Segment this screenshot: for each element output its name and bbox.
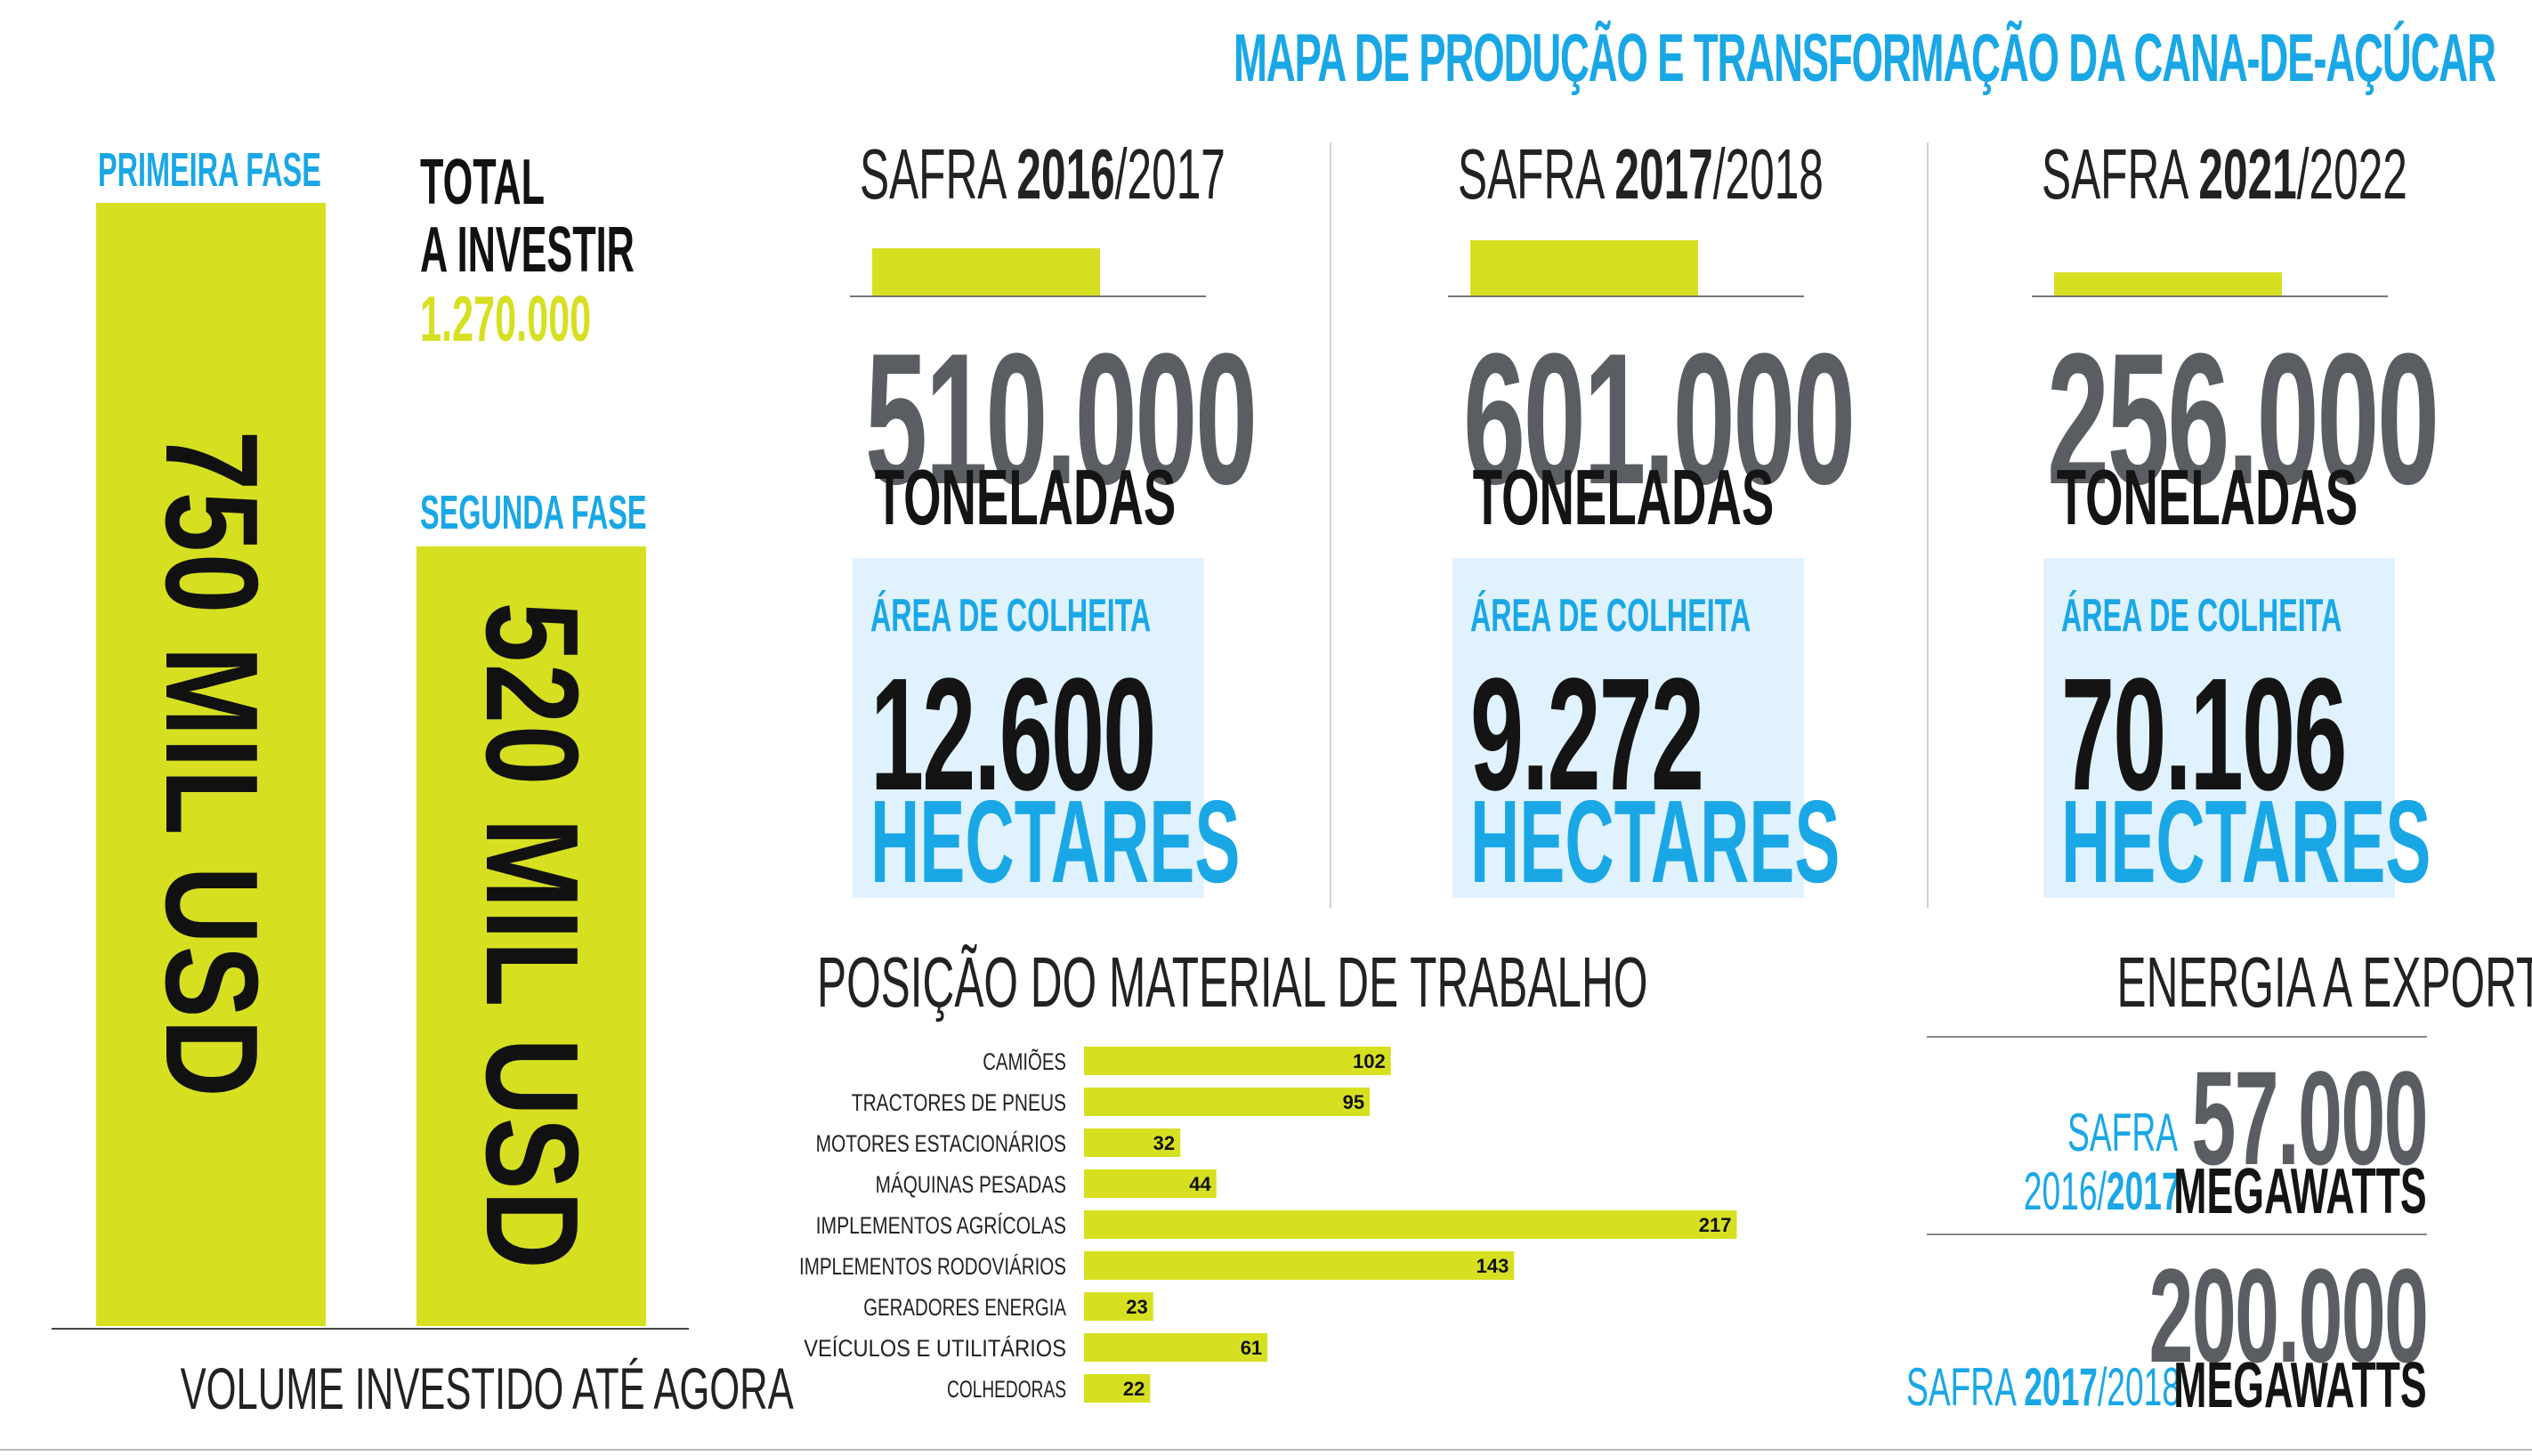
bar [1084, 1210, 1737, 1239]
energy-2016-unit: MEGAWATTS [2173, 1156, 2427, 1227]
category-label: TRACTORES DE PNEUS [852, 1089, 1066, 1116]
bar [1084, 1088, 1371, 1116]
phase1-bar: 750 MIL USD [96, 203, 326, 1326]
harvest-area-unit: HECTARES [1470, 776, 1840, 907]
data-label: 32 [1153, 1132, 1175, 1154]
harvest-area-box: ÁREA DE COLHEITA 70.106 HECTARES [2043, 558, 2431, 907]
energy-divider-1 [1927, 1036, 2427, 1038]
tonnes-axis [2032, 295, 2388, 297]
tonnes-unit: TONELADAS [2056, 453, 2358, 541]
category-label: GERADORES ENERGIA [863, 1294, 1066, 1321]
data-label: 217 [1699, 1214, 1732, 1236]
phase2-label: SEGUNDA FASE [420, 486, 647, 539]
tonnes-axis [1448, 295, 1804, 297]
separator-1 [1330, 142, 1331, 908]
safra-title: SAFRA 2016/2017 [860, 134, 1226, 214]
safra-title: SAFRA 2021/2022 [2042, 134, 2407, 214]
separator-2 [1927, 142, 1929, 908]
data-label: 23 [1126, 1296, 1147, 1318]
category-label: MOTORES ESTACIONÁRIOS [816, 1130, 1066, 1157]
harvest-area-value: 70.106 [2061, 645, 2347, 824]
harvest-area-value: 12.600 [870, 645, 1156, 824]
energy-2016-safra-label: SAFRA [2067, 1103, 2178, 1162]
energy-divider-2 [1927, 1234, 2427, 1235]
bar [1084, 1292, 1153, 1321]
bar [1084, 1047, 1391, 1075]
harvest-area-box: ÁREA DE COLHEITA 9.272 HECTARES [1452, 558, 1840, 907]
tonnes-unit: TONELADAS [874, 453, 1177, 541]
data-label: 44 [1189, 1173, 1211, 1195]
total-label-line2: A INVESTIR [420, 214, 635, 286]
energy-title: ENERGIA A EXPORTAR [2116, 942, 2532, 1022]
category-label: COLHEDORAS [947, 1376, 1066, 1403]
bar [1084, 1169, 1217, 1198]
category-label: IMPLEMENTOS RODOVIÁRIOS [799, 1253, 1066, 1280]
harvest-area-label: ÁREA DE COLHEITA [1470, 590, 1751, 642]
harvest-area-unit: HECTARES [870, 776, 1241, 907]
energy-2017-value: 200.000 [2148, 1241, 2429, 1390]
category-label: MÁQUINAS PESADAS [876, 1171, 1066, 1198]
harvest-area-box: ÁREA DE COLHEITA 12.600 HECTARES [853, 558, 1240, 907]
safra-column-2021: SAFRA 2021/2022 256.000 TONELADAS ÁREA D… [1940, 125, 2474, 908]
data-label: 61 [1241, 1337, 1262, 1359]
total-value: 1.270.000 [420, 284, 592, 355]
total-label-line1: TOTAL [420, 147, 545, 218]
category-label: VEÍCULOS E UTILITÁRIOS [804, 1335, 1066, 1362]
bar [1084, 1128, 1181, 1157]
energy-2017-unit: MEGAWATTS [2173, 1350, 2427, 1421]
category-label: IMPLEMENTOS AGRÍCOLAS [816, 1212, 1066, 1239]
tonnes-unit: TONELADAS [1472, 453, 1775, 541]
chart-title: POSIÇÃO DO MATERIAL DE TRABALHO [817, 942, 1648, 1022]
energy-2016-value: 57.000 [2191, 1043, 2429, 1193]
bar [1084, 1251, 1515, 1280]
bar [1084, 1374, 1151, 1403]
safra-column-2016: SAFRA 2016/2017 510.000 TONELADAS ÁREA D… [758, 125, 1292, 908]
data-label: 95 [1343, 1091, 1364, 1113]
harvest-area-label: ÁREA DE COLHEITA [870, 590, 1152, 642]
data-label: 143 [1476, 1255, 1509, 1277]
page-bottom-rule [0, 1449, 2532, 1451]
tonnes-bar [1470, 240, 1698, 295]
bar [1084, 1333, 1268, 1362]
tonnes-bar [872, 248, 1100, 295]
data-label: 22 [1123, 1378, 1145, 1400]
harvest-area-value: 9.272 [1470, 645, 1704, 824]
energy-2016-safra-years: 2016/2017 [2024, 1161, 2180, 1221]
harvest-area-label: ÁREA DE COLHEITA [2061, 590, 2342, 642]
investment-baseline [52, 1328, 689, 1330]
safra-column-2017: SAFRA 2017/2018 601.000 TONELADAS ÁREA D… [1356, 125, 1890, 908]
category-label: CAMIÕES [983, 1048, 1066, 1075]
tonnes-bar [2054, 272, 2282, 295]
energy-2017-safra-label: SAFRA 2017/2018 [1905, 1357, 2180, 1417]
safra-title: SAFRA 2017/2018 [1458, 134, 1824, 214]
phase2-bar: 520 MIL USD [417, 546, 646, 1326]
tonnes-axis [850, 295, 1206, 297]
data-label: 102 [1353, 1050, 1386, 1072]
harvest-area-unit: HECTARES [2061, 776, 2431, 907]
phase1-label: PRIMEIRA FASE [98, 143, 321, 197]
